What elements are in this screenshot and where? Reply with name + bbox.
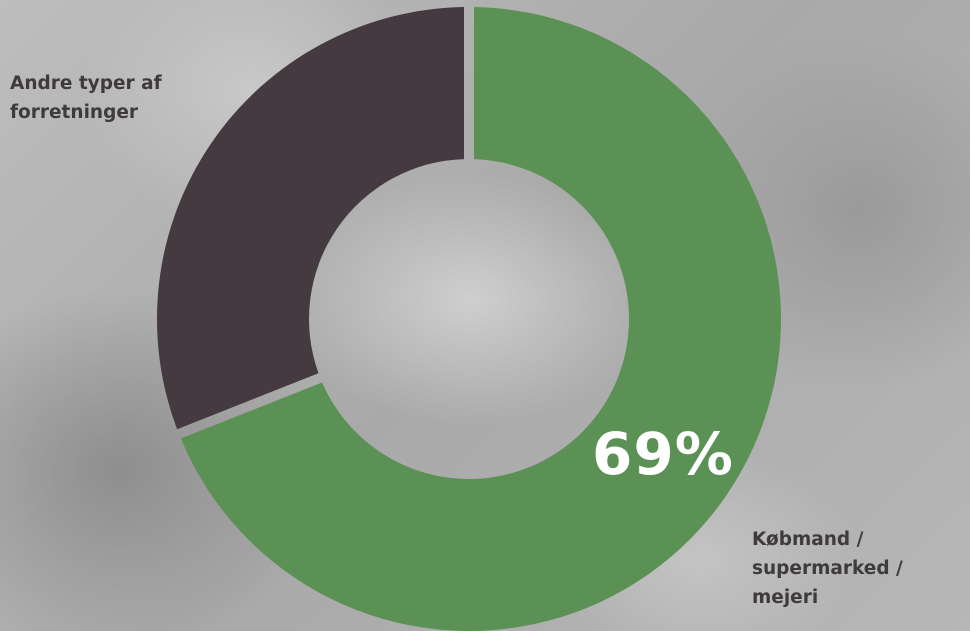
- slice-label-main: Købmand / supermarked / mejeri: [752, 529, 903, 608]
- percentage-label: 69%: [592, 420, 734, 488]
- slice-label-other: Andre typer af forretninger: [10, 73, 162, 123]
- donut-slice-other: [157, 7, 465, 430]
- donut-slice-main: [180, 7, 781, 631]
